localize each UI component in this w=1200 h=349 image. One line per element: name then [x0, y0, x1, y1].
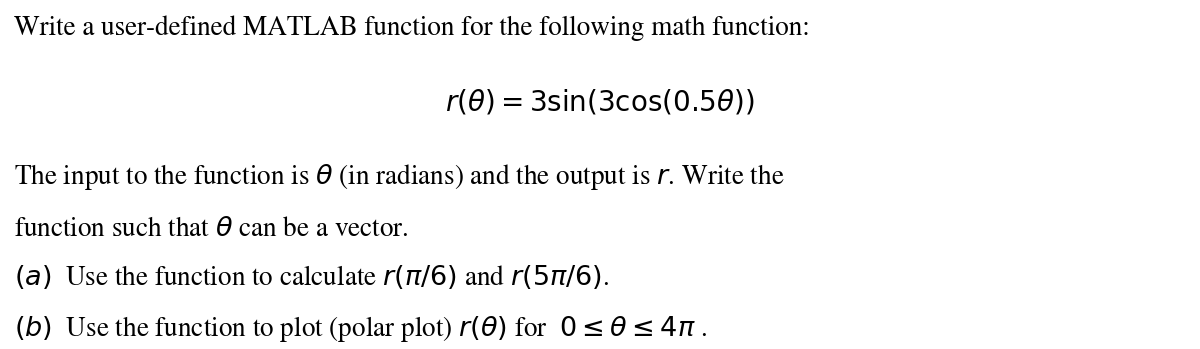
Text: $(b)$  Use the function to plot (polar plot) $r(\theta)$ for  $0 \leq \theta \le: $(b)$ Use the function to plot (polar pl…: [14, 314, 708, 344]
Text: Write a user-defined MATLAB function for the following math function:: Write a user-defined MATLAB function for…: [14, 16, 810, 42]
Text: $(a)$  Use the function to calculate $r(\pi/6)$ and $r(5\pi/6)$.: $(a)$ Use the function to calculate $r(\…: [14, 263, 610, 291]
Text: function such that $\theta$ can be a vector.: function such that $\theta$ can be a vec…: [14, 216, 409, 242]
Text: $r(\theta)  =  3\sin(3\cos(0.5\theta))$: $r(\theta) = 3\sin(3\cos(0.5\theta))$: [445, 87, 755, 116]
Text: The input to the function is $\theta$ (in radians) and the output is $r$. Write : The input to the function is $\theta$ (i…: [14, 162, 785, 192]
